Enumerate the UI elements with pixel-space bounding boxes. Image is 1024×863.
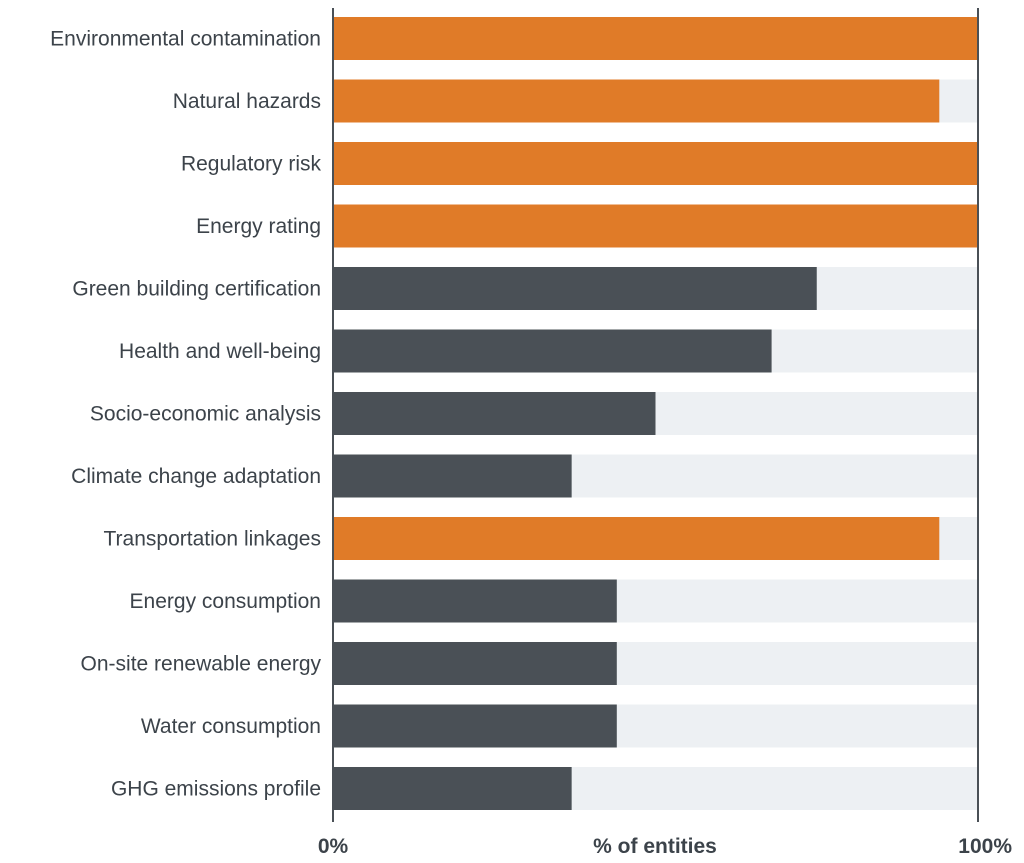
category-label: Green building certification [72,278,321,301]
category-label: On-site renewable energy [81,653,322,676]
x-axis-title: % of entities [593,835,717,858]
category-label: Environmental contamination [50,28,321,51]
x-tick-min: 0% [318,835,349,858]
bar [333,642,617,685]
category-label: GHG emissions profile [111,778,321,801]
bar [333,767,572,810]
category-label: Socio-economic analysis [90,403,321,426]
category-label: Energy consumption [130,590,321,613]
bar [333,267,817,310]
category-label: Natural hazards [173,90,321,113]
bar [333,204,978,248]
bars [333,17,978,810]
bar [333,79,940,123]
category-label: Climate change adaptation [71,465,321,488]
bar [333,579,617,623]
category-labels: Environmental contamination Natural hazar… [50,28,321,801]
bar [333,392,656,435]
category-label: Energy rating [196,215,321,238]
category-label: Water consumption [141,715,321,738]
category-label: Health and well-being [119,340,321,363]
bar [333,142,978,185]
category-label: Transportation linkages [103,528,321,551]
bar [333,517,940,560]
category-label: Regulatory risk [181,153,322,176]
bar [333,704,617,748]
bar [333,17,978,60]
x-tick-max: 100% [958,835,1012,858]
bar [333,454,572,498]
bar [333,329,772,373]
